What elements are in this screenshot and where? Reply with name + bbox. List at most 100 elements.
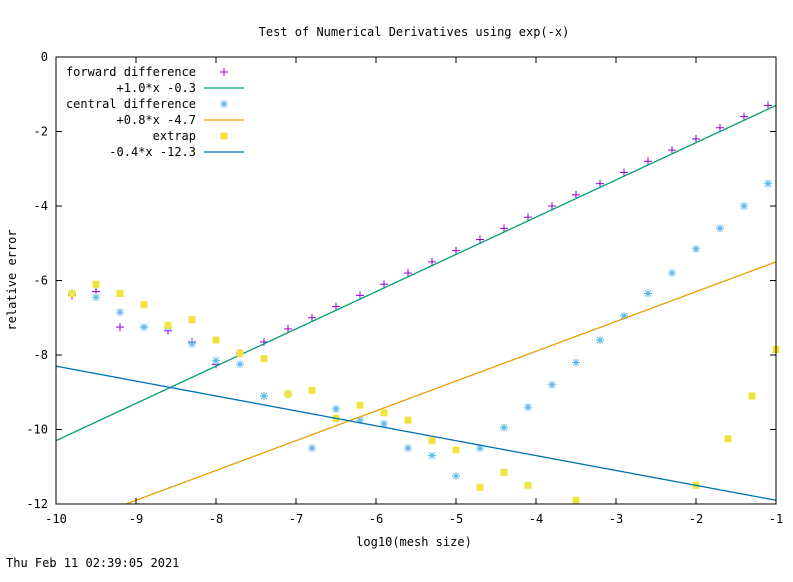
- timestamp: Thu Feb 11 02:39:05 2021: [6, 556, 180, 570]
- data-point: [764, 179, 772, 188]
- data-point: [116, 308, 124, 317]
- data-point: [476, 235, 484, 244]
- data-point: [572, 358, 580, 367]
- data-point: [68, 290, 76, 298]
- x-tick-label: -10: [45, 512, 67, 526]
- legend-label: forward difference: [66, 65, 196, 79]
- fit-line-5: [56, 365, 776, 501]
- y-tick-label: -8: [34, 348, 48, 362]
- data-point: [452, 472, 460, 481]
- data-point: [116, 323, 124, 332]
- data-point: [668, 146, 676, 155]
- data-point: [692, 244, 700, 253]
- x-tick-label: -6: [369, 512, 383, 526]
- y-tick-label: -12: [26, 497, 48, 511]
- data-point: [668, 269, 676, 278]
- data-point: [380, 409, 388, 417]
- data-point: [500, 224, 508, 233]
- fit-line-1: [56, 104, 776, 442]
- data-point: [764, 101, 772, 110]
- x-tick-label: -5: [449, 512, 463, 526]
- data-point: [748, 392, 756, 400]
- data-point: [140, 301, 148, 309]
- data-point: [236, 360, 244, 369]
- y-tick-label: -6: [34, 274, 48, 288]
- y-tick-label: 0: [41, 50, 48, 64]
- x-tick-label: -3: [609, 512, 623, 526]
- legend: forward difference +1.0*x -0.3 central dif…: [66, 65, 244, 159]
- legend-label: +0.8*x -4.7: [117, 113, 196, 127]
- data-point: [332, 302, 340, 311]
- data-point: [404, 416, 412, 424]
- legend-marker-sample: [220, 132, 228, 140]
- y-tick-label: -4: [34, 199, 48, 213]
- data-point: [524, 403, 532, 412]
- data-point: [164, 321, 172, 329]
- data-point: [724, 435, 732, 443]
- data-point: [308, 313, 316, 322]
- x-tick-label: -2: [689, 512, 703, 526]
- chart-title: Test of Numerical Derivatives using exp(…: [259, 25, 570, 39]
- legend-marker-sample: [220, 68, 228, 76]
- data-point: [308, 386, 316, 394]
- data-point: [188, 316, 196, 324]
- legend-label: +1.0*x -0.3: [117, 81, 196, 95]
- x-tick-label: -8: [209, 512, 223, 526]
- data-point: [212, 356, 220, 365]
- data-point: [620, 168, 628, 177]
- data-point: [476, 483, 484, 491]
- series-layer: [56, 101, 780, 504]
- data-point: [380, 419, 388, 428]
- data-point: [692, 134, 700, 143]
- data-point: [452, 246, 460, 255]
- data-point: [500, 423, 508, 432]
- plot-area: -10 -9 -8 -7 -6 -5 -4 -3 -2 -1-12-10-8-6-4-20 for…: [26, 50, 783, 526]
- data-point: [644, 289, 652, 298]
- y-tick-label: -2: [34, 125, 48, 139]
- data-point: [140, 323, 148, 332]
- data-point: [644, 157, 652, 166]
- data-point: [116, 290, 124, 298]
- x-tick-label: -4: [529, 512, 543, 526]
- data-point: [548, 380, 556, 389]
- data-point: [284, 324, 292, 333]
- data-point: [404, 444, 412, 453]
- x-axis-label: log10(mesh size): [356, 535, 472, 549]
- data-point: [236, 349, 244, 357]
- legend-label: extrap: [153, 129, 196, 143]
- data-point: [332, 405, 340, 414]
- data-point: [740, 202, 748, 210]
- data-point: [188, 339, 196, 348]
- data-point: [572, 496, 580, 504]
- data-point: [92, 293, 100, 302]
- series-points-4: [68, 280, 780, 504]
- data-point: [716, 224, 724, 233]
- data-point: [596, 336, 604, 345]
- data-point: [524, 213, 532, 222]
- data-point: [428, 257, 436, 266]
- y-axis-label: relative error: [5, 229, 19, 330]
- y-tick-label: -10: [26, 423, 48, 437]
- data-point: [428, 451, 436, 460]
- legend-label: central difference: [66, 97, 196, 111]
- legend-marker-sample: [220, 100, 228, 108]
- data-point: [92, 280, 100, 288]
- data-point: [740, 112, 748, 121]
- data-point: [548, 202, 556, 210]
- data-point: [452, 446, 460, 454]
- x-tick-label: -7: [289, 512, 303, 526]
- data-point: [380, 280, 388, 289]
- data-point: [572, 190, 580, 199]
- data-point: [284, 390, 292, 398]
- legend-label: -0.4*x -12.3: [109, 145, 196, 159]
- x-tick-label: -1: [769, 512, 783, 526]
- data-point: [500, 468, 508, 476]
- series-points-2: [68, 179, 772, 481]
- data-point: [596, 179, 604, 188]
- x-tick-label: -9: [129, 512, 143, 526]
- data-point: [260, 391, 268, 400]
- data-point: [308, 444, 316, 453]
- data-point: [212, 336, 220, 344]
- data-point: [428, 437, 436, 445]
